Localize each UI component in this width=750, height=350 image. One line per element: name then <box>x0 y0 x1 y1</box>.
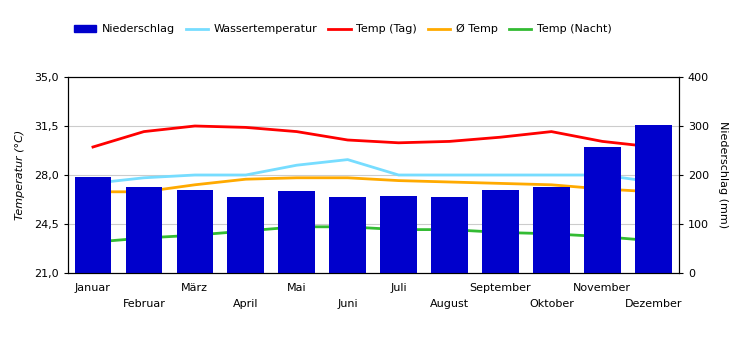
Bar <box>125 187 162 273</box>
Text: März: März <box>182 283 209 293</box>
Text: September: September <box>470 283 531 293</box>
Bar <box>533 187 570 273</box>
Text: August: August <box>430 299 469 309</box>
Text: November: November <box>573 283 632 293</box>
Text: Februar: Februar <box>122 299 165 309</box>
Text: Dezember: Dezember <box>625 299 682 309</box>
Bar <box>380 196 417 273</box>
Bar <box>584 147 621 273</box>
Text: Januar: Januar <box>75 283 111 293</box>
Bar <box>482 190 519 273</box>
Bar <box>431 197 468 273</box>
Text: Oktober: Oktober <box>529 299 574 309</box>
Y-axis label: Niederschlag (mm): Niederschlag (mm) <box>718 121 728 229</box>
Text: Juli: Juli <box>390 283 407 293</box>
Text: Mai: Mai <box>287 283 307 293</box>
Bar <box>635 125 671 273</box>
Bar <box>278 191 315 273</box>
Legend: Niederschlag, Wassertemperatur, Temp (Tag), Ø Temp, Temp (Nacht): Niederschlag, Wassertemperatur, Temp (Ta… <box>69 20 616 39</box>
Bar <box>329 197 366 273</box>
Text: Juni: Juni <box>338 299 358 309</box>
Text: April: April <box>233 299 259 309</box>
Bar <box>227 197 264 273</box>
Bar <box>75 177 111 273</box>
Bar <box>176 190 213 273</box>
Y-axis label: Temperatur (°C): Temperatur (°C) <box>16 130 26 220</box>
